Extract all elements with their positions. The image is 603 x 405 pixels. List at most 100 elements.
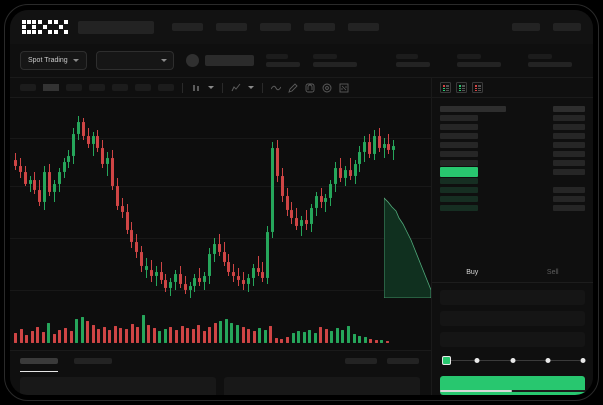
chevron-down-icon[interactable]: [248, 86, 254, 89]
scrollbar-thumb[interactable]: [440, 390, 512, 392]
volume-series: [14, 311, 394, 343]
settings-icon[interactable]: [322, 83, 332, 93]
orderbook-row-ask[interactable]: [440, 149, 585, 158]
volume-bar: [219, 321, 223, 343]
bottom-card-right[interactable]: [224, 377, 420, 395]
orderbook-both-icon[interactable]: [440, 82, 451, 93]
volume-bar: [374, 340, 378, 343]
chevron-down-icon[interactable]: [208, 86, 214, 89]
nav-item-3[interactable]: [260, 23, 291, 31]
candle-body: [319, 196, 323, 202]
bottom-card-left[interactable]: [20, 377, 216, 395]
orderbook-cell-left: [440, 159, 478, 166]
pencil-icon[interactable]: [288, 82, 298, 93]
orderbook-row-ask[interactable]: [440, 140, 585, 149]
volume-bar: [274, 338, 278, 343]
nav-item-5[interactable]: [348, 23, 379, 31]
volume-bar: [308, 330, 312, 343]
slider-stop-100[interactable]: [580, 357, 586, 363]
volume-bar: [75, 319, 79, 343]
orderbook-asks-icon[interactable]: [472, 82, 483, 93]
slider-handle[interactable]: [442, 355, 451, 365]
candle-body: [212, 244, 216, 254]
candle-body: [368, 142, 372, 154]
okx-logo[interactable]: [22, 20, 68, 34]
slider-stop-75[interactable]: [545, 357, 551, 363]
tab-open-orders[interactable]: [20, 351, 58, 372]
volume-bar: [163, 329, 167, 343]
timeframe-1w[interactable]: [158, 84, 174, 91]
candle-body: [77, 122, 81, 134]
trading-mode-selector[interactable]: Spot Trading: [20, 51, 87, 70]
orderbook-row-bid[interactable]: [440, 194, 585, 203]
candle-body: [43, 172, 47, 202]
orderbook-cell-left: [440, 123, 478, 130]
tab-buy[interactable]: Buy: [466, 269, 479, 276]
trade-rail: Buy Sell: [431, 78, 593, 395]
order-book[interactable]: [432, 98, 593, 263]
candlestick-icon[interactable]: [191, 83, 201, 93]
pair-search-select[interactable]: [95, 51, 174, 70]
orderbook-row-ask[interactable]: [440, 113, 585, 122]
toolbar-divider: [182, 82, 183, 93]
orderbook-row-bid[interactable]: [440, 176, 585, 185]
line-tool-icon[interactable]: [271, 83, 281, 93]
candle-body: [120, 206, 124, 212]
tab-order-history[interactable]: [74, 351, 112, 370]
candle-wick: [257, 256, 259, 276]
price-chart-panel[interactable]: [10, 98, 431, 350]
amount-field[interactable]: [440, 311, 585, 326]
tab-sell[interactable]: Sell: [546, 269, 559, 276]
candle-body: [149, 270, 153, 276]
timeframe-15m[interactable]: [66, 84, 82, 91]
orderbook-row-bid[interactable]: [440, 203, 585, 212]
candle-body: [38, 190, 42, 202]
orderbook-row-ask[interactable]: [440, 122, 585, 131]
orderbook-last-price[interactable]: [440, 166, 585, 177]
indicator-icon[interactable]: [231, 83, 241, 93]
magnet-icon[interactable]: [305, 83, 315, 93]
volume-bar: [186, 328, 190, 343]
submit-order-button[interactable]: [440, 376, 585, 395]
orderbook-cell-left: [440, 141, 478, 148]
price-field[interactable]: [440, 290, 585, 305]
bottom-action-1[interactable]: [345, 357, 377, 364]
okx-logo-glyph-2: [38, 20, 52, 34]
stat-value: [265, 62, 300, 67]
header-action-2[interactable]: [553, 23, 581, 31]
timeframe-5m[interactable]: [43, 84, 59, 91]
slider-stop-50[interactable]: [510, 357, 515, 363]
orderbook-bids-icon[interactable]: [456, 82, 467, 93]
fullscreen-icon[interactable]: [339, 83, 349, 93]
volume-bar: [158, 331, 162, 343]
volume-bar: [108, 330, 112, 343]
orderbook-row-bid[interactable]: [440, 185, 585, 194]
orderbook-row-ask[interactable]: [440, 158, 585, 167]
nav-item-4[interactable]: [304, 23, 335, 31]
coin-identity[interactable]: [185, 54, 254, 67]
volume-bar: [102, 327, 106, 343]
bottom-action-2[interactable]: [387, 357, 419, 364]
total-field[interactable]: [440, 332, 585, 347]
candle-body: [285, 196, 289, 210]
slider-stop-25[interactable]: [474, 357, 480, 363]
candle-body: [159, 272, 163, 280]
candle-body: [111, 158, 114, 186]
orderbook-scrollbar[interactable]: [440, 390, 586, 392]
orderbook-row-ask[interactable]: [440, 131, 585, 140]
timeframe-4h[interactable]: [112, 84, 128, 91]
timeframe-1h[interactable]: [89, 84, 105, 91]
stat-title: [265, 54, 288, 59]
timeframe-1m[interactable]: [20, 84, 36, 91]
orderbook-row-ask[interactable]: [440, 104, 585, 113]
volume-bar: [341, 330, 345, 343]
volume-bar: [14, 333, 17, 343]
volume-bar: [252, 331, 256, 343]
amount-percent-slider[interactable]: [442, 355, 586, 367]
volume-bar: [119, 328, 123, 343]
timeframe-1d[interactable]: [135, 84, 151, 91]
volume-bar: [335, 328, 339, 343]
nav-item-2[interactable]: [216, 23, 247, 31]
nav-item-1[interactable]: [172, 23, 203, 31]
header-action-1[interactable]: [512, 23, 540, 31]
